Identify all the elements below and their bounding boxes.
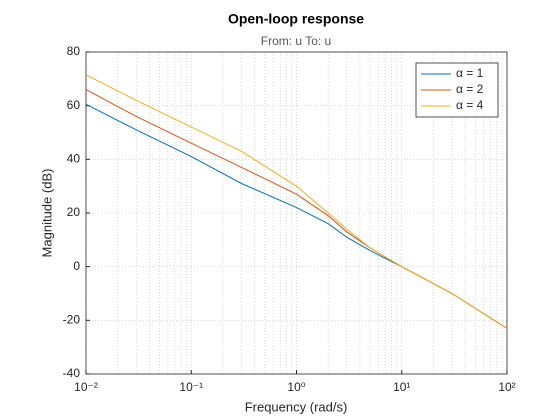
chart-title: Open-loop response	[228, 11, 364, 27]
x-tick-label: 10²	[498, 380, 515, 394]
legend-label: α = 2	[456, 82, 484, 96]
y-tick-label: -40	[63, 366, 81, 380]
x-tick-label: 10⁰	[287, 380, 305, 394]
chart-subtitle: From: u To: u	[261, 34, 331, 48]
x-tick-label: 10⁻¹	[179, 380, 203, 394]
legend-label: α = 4	[456, 98, 484, 112]
x-axis-label: Frequency (rad/s)	[245, 399, 348, 414]
y-axis-label: Magnitude (dB)	[39, 169, 54, 258]
legend-label: α = 1	[456, 66, 484, 80]
axes-box	[85, 51, 508, 375]
y-tick-label: 40	[67, 152, 81, 166]
series-line	[85, 74, 508, 329]
y-tick-label: 60	[67, 98, 81, 112]
y-tick-label: -20	[63, 313, 81, 327]
y-tick-label: 20	[67, 205, 81, 219]
x-tick-label: 10¹	[393, 380, 410, 394]
y-tick-label: 0	[73, 259, 80, 273]
y-tick-label: 80	[67, 44, 81, 58]
x-tick-label: 10⁻²	[74, 380, 98, 394]
